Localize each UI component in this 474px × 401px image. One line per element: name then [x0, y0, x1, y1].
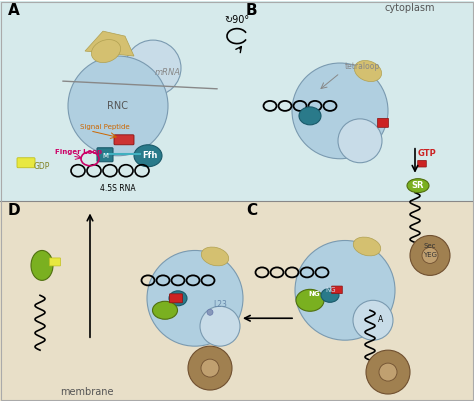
Text: M: M	[102, 153, 108, 159]
Text: A: A	[378, 315, 383, 324]
Text: Sec: Sec	[424, 243, 436, 249]
Circle shape	[292, 63, 388, 159]
FancyBboxPatch shape	[170, 294, 182, 303]
Text: 4.5S RNA: 4.5S RNA	[100, 184, 136, 192]
Ellipse shape	[296, 290, 324, 311]
FancyBboxPatch shape	[49, 258, 61, 266]
Text: Signal Peptide: Signal Peptide	[80, 124, 129, 130]
Ellipse shape	[299, 107, 321, 125]
Text: membrane: membrane	[60, 387, 113, 397]
Ellipse shape	[201, 247, 229, 266]
Text: RNC: RNC	[108, 101, 128, 111]
Circle shape	[353, 300, 393, 340]
Text: NG: NG	[308, 291, 319, 297]
Circle shape	[68, 56, 168, 156]
Ellipse shape	[31, 251, 53, 280]
FancyBboxPatch shape	[0, 200, 474, 401]
FancyBboxPatch shape	[0, 1, 474, 200]
Circle shape	[188, 346, 232, 390]
Ellipse shape	[134, 145, 162, 167]
Text: C: C	[246, 203, 257, 218]
FancyBboxPatch shape	[332, 286, 342, 294]
Text: Finger Loop: Finger Loop	[55, 149, 102, 155]
FancyBboxPatch shape	[114, 135, 134, 145]
Ellipse shape	[321, 288, 339, 302]
Ellipse shape	[91, 40, 120, 63]
FancyBboxPatch shape	[97, 148, 113, 162]
FancyBboxPatch shape	[17, 158, 35, 168]
Circle shape	[125, 40, 181, 96]
Text: GTP: GTP	[418, 149, 437, 158]
Text: mRNA: mRNA	[155, 68, 181, 77]
Text: B: B	[246, 3, 258, 18]
Text: L23: L23	[213, 300, 227, 309]
Text: YEG: YEG	[423, 253, 437, 258]
Circle shape	[201, 359, 219, 377]
Circle shape	[410, 235, 450, 275]
Text: ↻90°: ↻90°	[224, 15, 250, 25]
Text: cytoplasm: cytoplasm	[385, 3, 436, 13]
Circle shape	[147, 251, 243, 346]
Text: tetraloop: tetraloop	[345, 62, 380, 71]
FancyBboxPatch shape	[377, 118, 389, 128]
Ellipse shape	[353, 237, 381, 256]
Circle shape	[379, 363, 397, 381]
Ellipse shape	[407, 179, 429, 192]
Circle shape	[366, 350, 410, 394]
Circle shape	[422, 247, 438, 263]
Text: A: A	[8, 3, 20, 18]
Text: GDP: GDP	[34, 162, 50, 171]
Text: D: D	[8, 203, 21, 218]
Circle shape	[338, 119, 382, 163]
Text: Ffh: Ffh	[142, 151, 158, 160]
Ellipse shape	[169, 291, 187, 306]
FancyBboxPatch shape	[418, 160, 426, 167]
Text: SR: SR	[412, 181, 424, 190]
Text: NG: NG	[325, 288, 336, 294]
Ellipse shape	[153, 301, 177, 319]
Circle shape	[200, 306, 240, 346]
Ellipse shape	[355, 61, 382, 81]
Circle shape	[207, 309, 213, 315]
Polygon shape	[85, 31, 134, 56]
Circle shape	[295, 241, 395, 340]
